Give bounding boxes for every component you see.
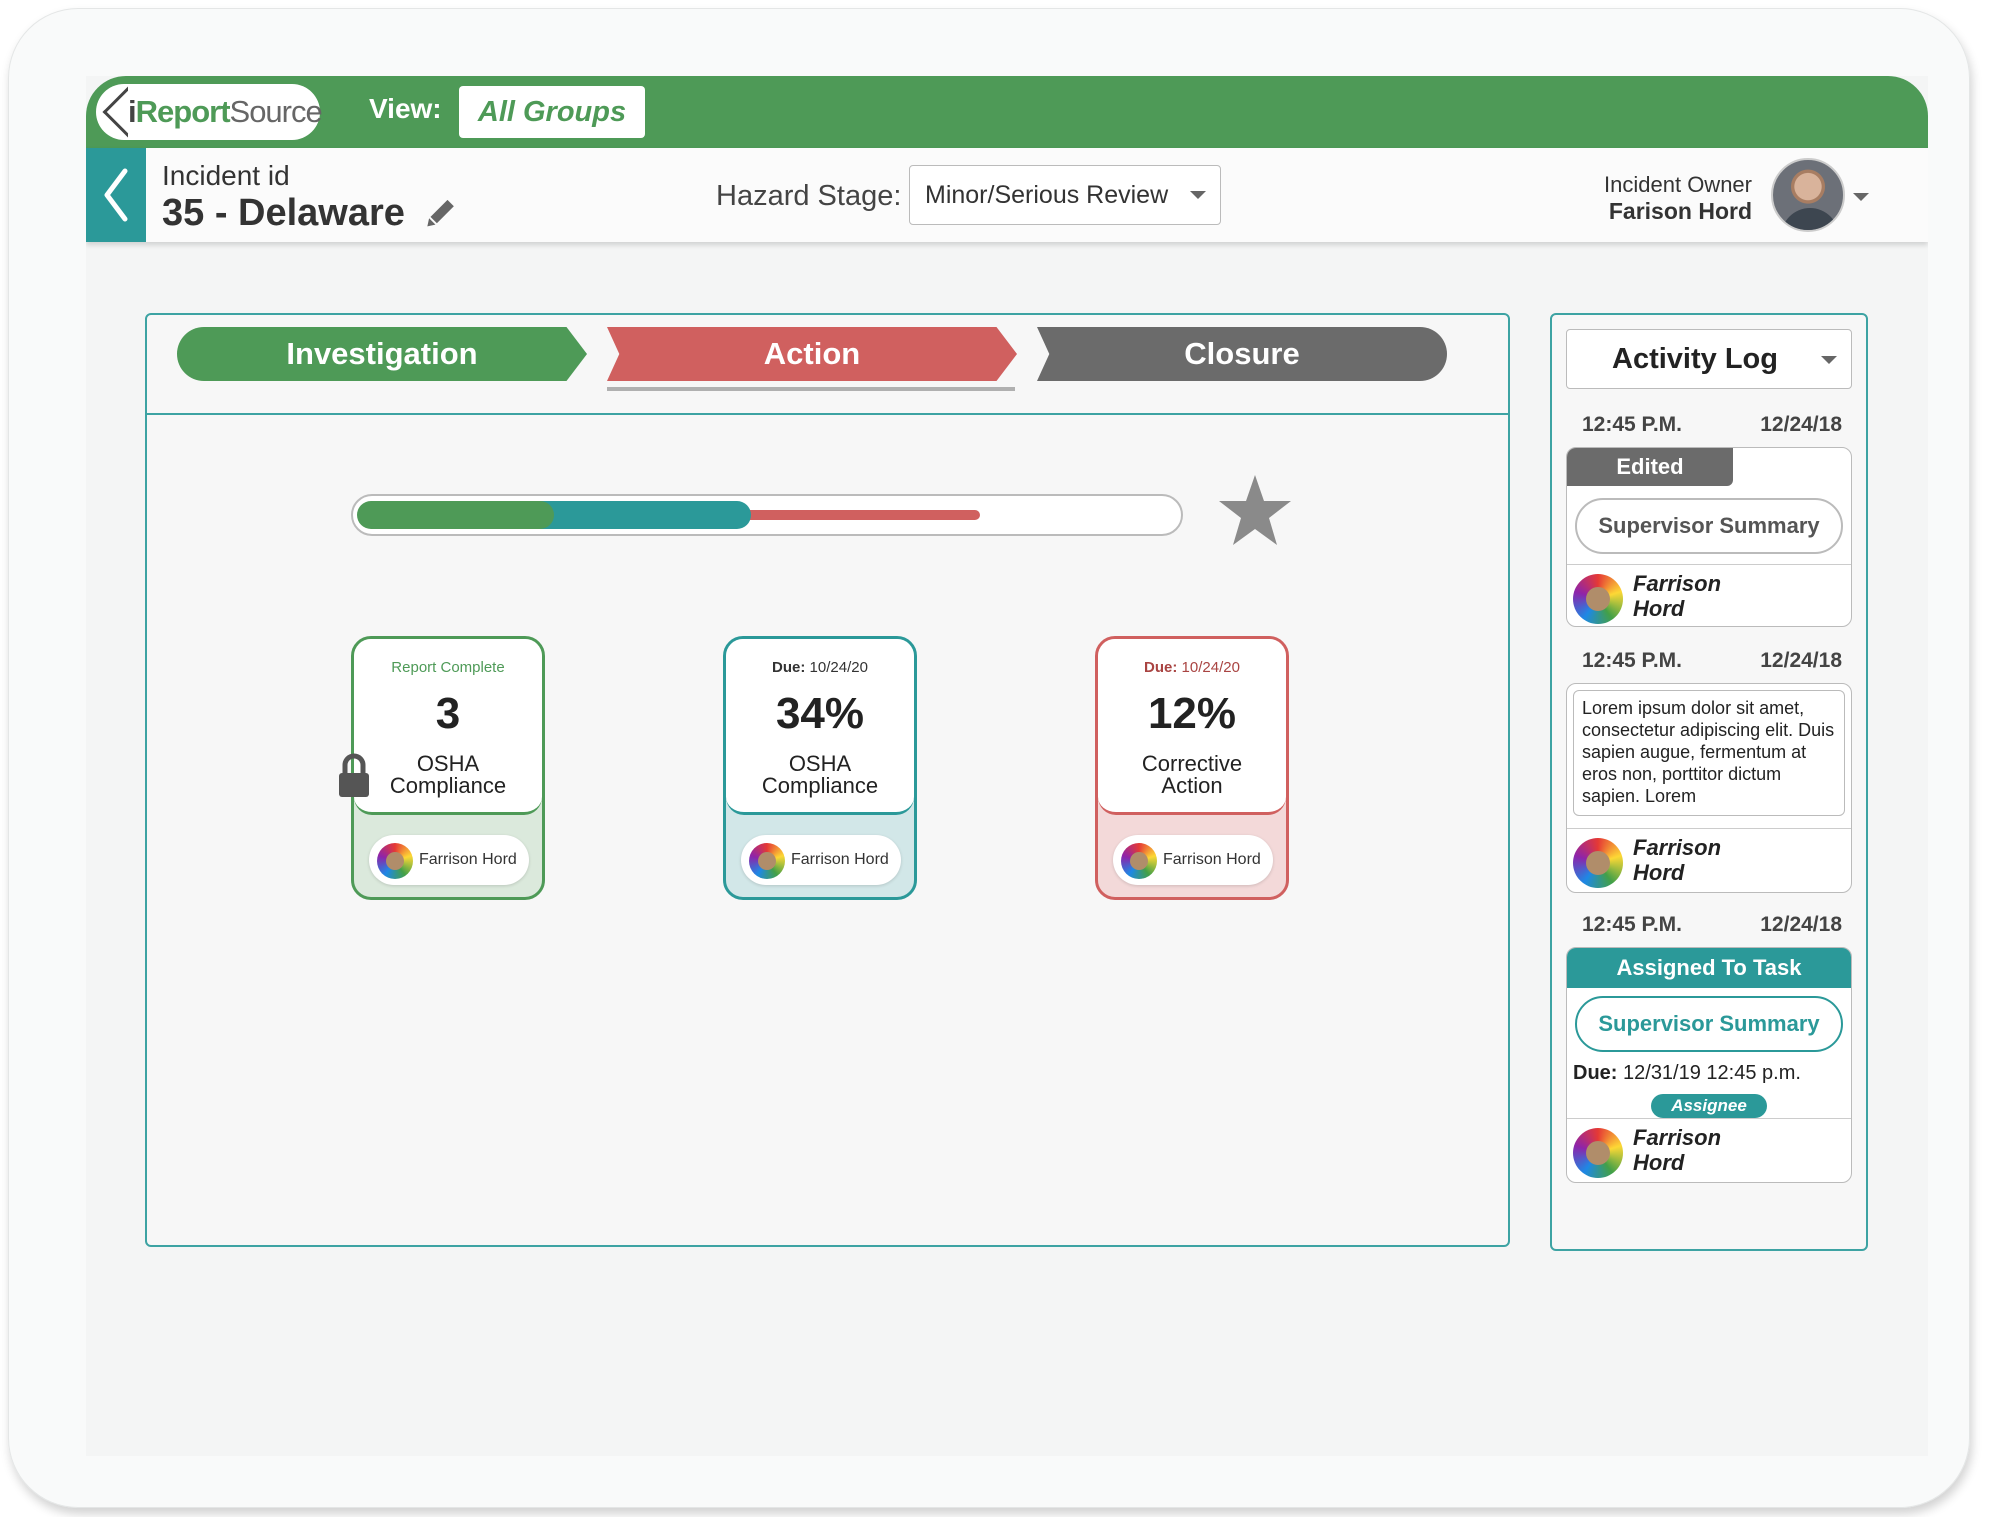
incident-owner-label: Incident Owner bbox=[1604, 172, 1752, 197]
card-value: 12% bbox=[1147, 689, 1237, 738]
owner-avatar[interactable] bbox=[1771, 158, 1845, 232]
active-tab-indicator bbox=[607, 387, 1015, 391]
stage-tabs: Investigation Action Closure bbox=[147, 315, 1508, 415]
avatar bbox=[1573, 838, 1623, 888]
pencil-icon[interactable] bbox=[421, 196, 457, 232]
lock-icon bbox=[339, 753, 369, 797]
status-badge: Edited bbox=[1567, 448, 1733, 486]
card-status: Report Complete bbox=[391, 659, 505, 676]
view-groups-button[interactable]: All Groups bbox=[459, 86, 645, 138]
card-due-date: Due: 10/24/20 bbox=[1144, 659, 1240, 676]
logo-text-i: i bbox=[128, 94, 137, 129]
task-card-osha-report[interactable]: Report Complete 3 OSHA Compliance Farriso… bbox=[351, 636, 545, 900]
view-label: View: bbox=[369, 93, 442, 124]
logo-text-report: Report bbox=[135, 94, 231, 129]
status-badge: Assigned To Task bbox=[1567, 948, 1851, 988]
log-entry-user[interactable]: Farrison Hord bbox=[1567, 828, 1851, 892]
task-card-osha-compliance[interactable]: Due: 10/24/20 34% OSHA Compliance Farriso… bbox=[723, 636, 917, 900]
supervisor-summary-button[interactable]: Supervisor Summary bbox=[1575, 498, 1843, 554]
incident-title: 35 - Delaware bbox=[162, 192, 405, 234]
hazard-stage-value: Minor/Serious Review bbox=[925, 180, 1169, 209]
task-card-corrective-action[interactable]: Due: 10/24/20 12% Corrective Action Farri… bbox=[1095, 636, 1289, 900]
back-button[interactable] bbox=[86, 148, 146, 242]
owner-menu-chevron-icon[interactable] bbox=[1853, 193, 1869, 201]
due-date: Due: 12/31/19 12:45 p.m. bbox=[1573, 1062, 1801, 1084]
hazard-stage-select[interactable]: Minor/Serious Review bbox=[909, 165, 1221, 225]
ireportsource-logo[interactable]: i Report Source bbox=[96, 84, 323, 140]
log-note-text: Lorem ipsum dolor sit amet, consectetur … bbox=[1573, 690, 1845, 816]
progress-investigation bbox=[357, 501, 554, 529]
star-icon[interactable] bbox=[1217, 473, 1293, 549]
tab-action[interactable]: Action bbox=[607, 327, 1017, 381]
log-entry-user[interactable]: Farrison Hord bbox=[1567, 564, 1851, 626]
chevron-down-icon bbox=[1190, 191, 1206, 199]
workflow-panel: Investigation Action Closure Report Comp… bbox=[145, 313, 1510, 1247]
card-value: 3 bbox=[435, 689, 461, 738]
assignee-badge: Assignee bbox=[1651, 1094, 1767, 1118]
card-assignee[interactable]: Farrison Hord bbox=[741, 835, 901, 885]
avatar bbox=[1121, 843, 1157, 879]
activity-log-panel: Activity Log 12:45 P.M. 12/24/18 Edited S… bbox=[1550, 313, 1868, 1251]
tablet-frame: i Report Source View: All Groups Incident … bbox=[8, 8, 1970, 1508]
incident-header: Incident id 35 - Delaware Hazard Stage: … bbox=[86, 148, 1928, 242]
card-assignee[interactable]: Farrison Hord bbox=[1113, 835, 1273, 885]
log-entry-meta: 12:45 P.M. 12/24/18 bbox=[1582, 649, 1842, 672]
progress-action bbox=[539, 501, 751, 529]
tab-closure[interactable]: Closure bbox=[1037, 327, 1447, 381]
activity-log-title: Activity Log bbox=[1612, 342, 1778, 375]
log-entry-user[interactable]: Farrison Hord bbox=[1567, 1118, 1851, 1182]
card-title: OSHA Compliance bbox=[761, 751, 879, 798]
hazard-stage-label: Hazard Stage: bbox=[716, 180, 902, 212]
app-screen: i Report Source View: All Groups Incident … bbox=[86, 76, 1928, 1456]
avatar bbox=[377, 843, 413, 879]
avatar bbox=[1573, 1128, 1623, 1178]
top-bar: i Report Source View: All Groups bbox=[86, 76, 1928, 148]
incident-owner-name: Farison Hord bbox=[1608, 198, 1752, 224]
log-entry-meta: 12:45 P.M. 12/24/18 bbox=[1582, 413, 1842, 436]
avatar bbox=[749, 843, 785, 879]
card-assignee[interactable]: Farrison Hord bbox=[369, 835, 529, 885]
log-entry: Assigned To Task Supervisor Summary Due:… bbox=[1566, 947, 1852, 1183]
chevron-left-icon bbox=[104, 168, 128, 222]
activity-log-select[interactable]: Activity Log bbox=[1566, 329, 1852, 389]
card-value: 34% bbox=[775, 689, 865, 738]
incident-id-label: Incident id bbox=[162, 160, 290, 191]
logo-text-source: Source bbox=[229, 94, 323, 129]
card-title: OSHA Compliance bbox=[389, 751, 507, 798]
log-entry-meta: 12:45 P.M. 12/24/18 bbox=[1582, 913, 1842, 936]
progress-closure bbox=[744, 510, 981, 520]
log-entry: Lorem ipsum dolor sit amet, consectetur … bbox=[1566, 683, 1852, 893]
tab-investigation[interactable]: Investigation bbox=[177, 327, 587, 381]
card-due-date: Due: 10/24/20 bbox=[772, 659, 868, 676]
incident-progress-bar bbox=[351, 494, 1183, 536]
card-title: Corrective Action bbox=[1141, 751, 1243, 798]
log-entry: Edited Supervisor Summary Farrison Hord bbox=[1566, 447, 1852, 627]
avatar bbox=[1573, 574, 1623, 624]
chevron-down-icon bbox=[1821, 356, 1837, 364]
supervisor-summary-button[interactable]: Supervisor Summary bbox=[1575, 996, 1843, 1052]
